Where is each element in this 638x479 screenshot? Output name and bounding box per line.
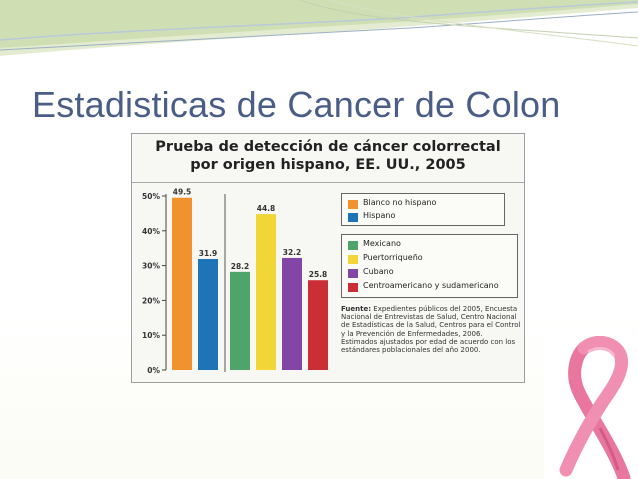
- bar-value-label: 49.5: [173, 188, 192, 197]
- bar-value-label: 32.2: [283, 248, 302, 257]
- legend-label-hispano: Hispano: [363, 211, 396, 220]
- header-swoosh-decoration: [0, 0, 638, 56]
- legend-label-cubano: Cubano: [363, 267, 394, 276]
- legend-swatch-puertorriqueno: [348, 255, 358, 264]
- y-tick-label: 50%: [142, 192, 160, 201]
- legend-swatch-cubano: [348, 269, 358, 278]
- legend-swatch-hispano: [348, 213, 358, 222]
- y-tick-label: 30%: [142, 262, 160, 271]
- source-note: Fuente: Expedientes públicos del 2005, E…: [341, 305, 521, 354]
- y-tick-label: 20%: [142, 296, 160, 305]
- slide-title: Estadisticas de Cancer de Colon: [32, 84, 561, 125]
- chart-title: Prueba de detección de cáncer colorrecta…: [132, 138, 524, 174]
- bar-3: [230, 271, 250, 370]
- bar-1: [172, 197, 192, 370]
- legend-label-mexicano: Mexicano: [363, 239, 401, 248]
- chart-title-line-2: por origen hispano, EE. UU., 2005: [190, 157, 466, 173]
- legend-swatch-centroamericano: [348, 283, 358, 292]
- legend-label-centroamericano: Centroamericano y sudamericano: [363, 281, 499, 290]
- title-separator: [132, 182, 524, 183]
- legend-bottom: Mexicano Puertorriqueño Cubano Centroame…: [341, 234, 518, 298]
- bar-value-label: 25.8: [309, 270, 328, 279]
- bar-2: [198, 258, 218, 370]
- bar-value-label: 31.9: [199, 249, 218, 258]
- y-tick-label: 40%: [142, 227, 160, 236]
- y-tick-label: 0%: [147, 366, 160, 375]
- legend-top: Blanco no hispano Hispano: [341, 193, 505, 226]
- legend-label-puertorriqueno: Puertorriqueño: [363, 253, 423, 262]
- chart-figure: Prueba de detección de cáncer colorrecta…: [131, 133, 525, 383]
- bar-6: [308, 280, 328, 370]
- bar-value-label: 28.2: [231, 262, 250, 271]
- y-tick-label: 10%: [142, 331, 160, 340]
- source-text: Expedientes públicos del 2005, Encuesta …: [341, 305, 521, 355]
- bar-5: [282, 257, 302, 370]
- legend-swatch-mexicano: [348, 241, 358, 250]
- source-label: Fuente:: [341, 305, 372, 313]
- bar-chart: 0% 10% 20% 30% 40% 50% 49.5 31.9 28.2 44.8 32.2 25.…: [142, 188, 328, 375]
- chart-title-line-1: Prueba de detección de cáncer colorrecta…: [155, 139, 501, 155]
- legend-swatch-blanco: [348, 200, 358, 209]
- pink-ribbon-image: [544, 336, 638, 479]
- bar-value-label: 44.8: [257, 204, 276, 213]
- bar-4: [256, 214, 276, 370]
- legend-label-blanco: Blanco no hispano: [363, 198, 437, 207]
